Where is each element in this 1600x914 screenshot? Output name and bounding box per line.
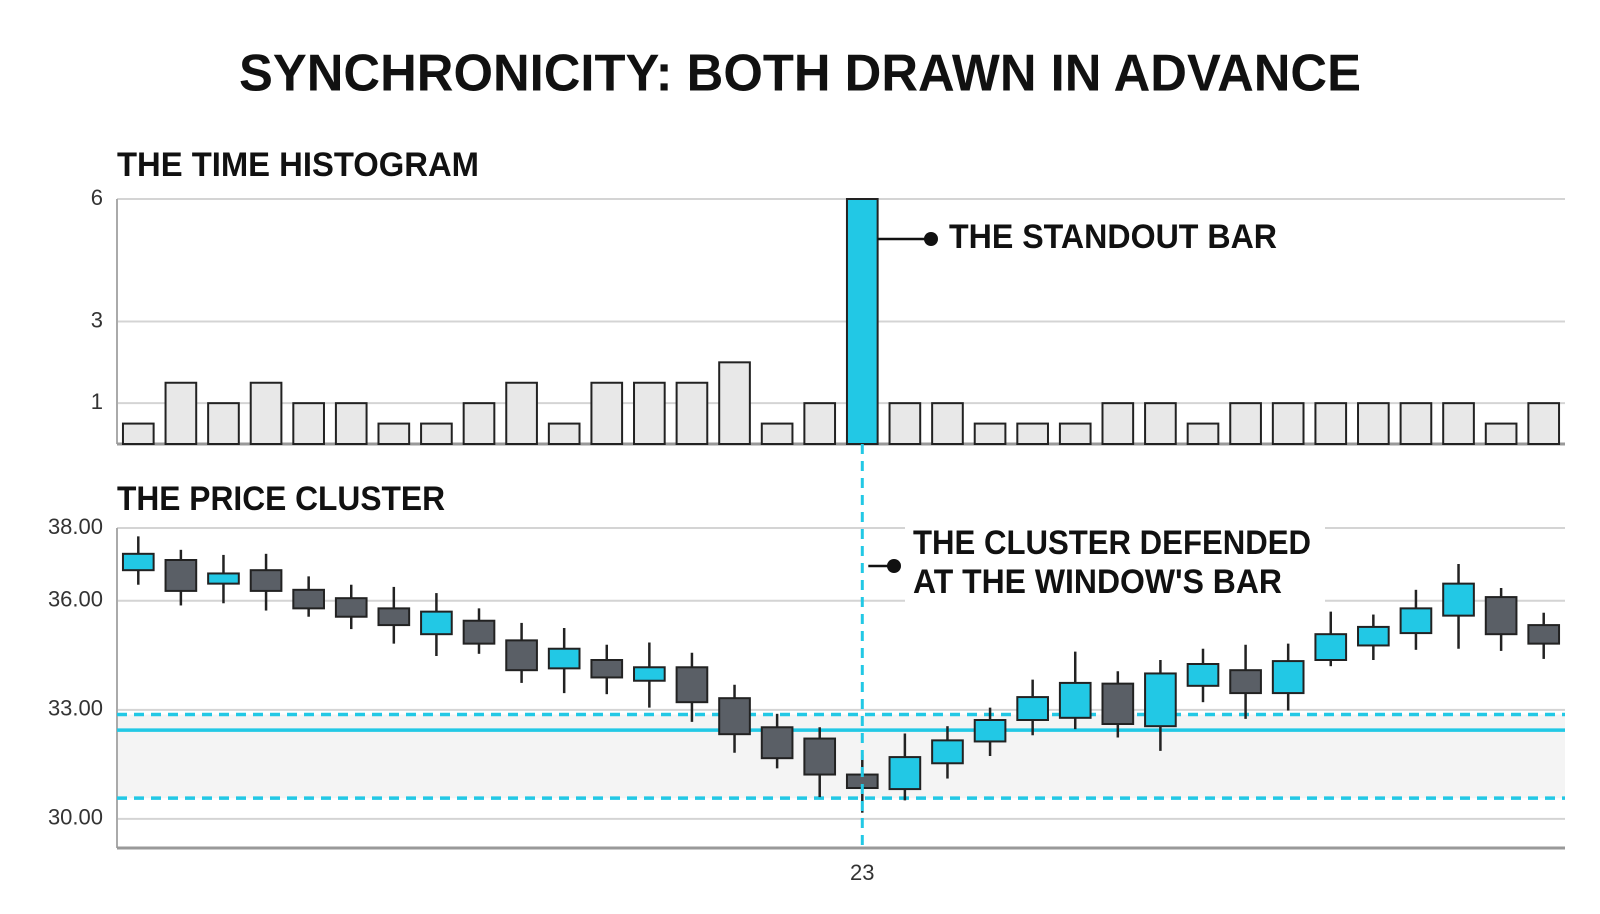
- cluster-band: [117, 714, 1565, 799]
- bar: [803, 402, 837, 445]
- candle-body: [675, 666, 709, 704]
- bar: [888, 402, 922, 445]
- candle-body: [633, 666, 666, 682]
- bar: [377, 422, 411, 446]
- candle-body: [1058, 681, 1092, 719]
- candle-body: [505, 639, 538, 672]
- x-tick-label: 23: [850, 860, 874, 885]
- candle-body: [420, 610, 453, 636]
- annotation-backdrop: [905, 522, 1325, 606]
- bar: [1484, 422, 1518, 446]
- y-tick-label: 33.00: [48, 696, 103, 721]
- bar: [334, 402, 368, 445]
- annotation: THE STANDOUT BAR: [949, 218, 1277, 256]
- bar: [420, 422, 453, 446]
- bar: [462, 402, 496, 445]
- bar: [1442, 402, 1475, 445]
- candle-body: [334, 597, 368, 618]
- bar: [1357, 402, 1390, 445]
- bar: [1144, 402, 1177, 445]
- bar: [1016, 422, 1049, 446]
- annotation: THE CLUSTER DEFENDED: [913, 524, 1311, 562]
- bar: [718, 361, 751, 446]
- bar: [1399, 402, 1433, 445]
- panel-title: THE TIME HISTOGRAM: [117, 146, 479, 184]
- bar: [505, 381, 538, 445]
- y-tick-label: 36.00: [48, 587, 103, 612]
- page-title: SYNCHRONICITY: BOTH DRAWN IN ADVANCE: [239, 45, 1361, 103]
- y-tick-label: 30.00: [48, 805, 103, 830]
- bar: [121, 422, 155, 446]
- candle-body: [462, 619, 496, 645]
- annotation-dot: [887, 559, 901, 573]
- candle-body: [292, 588, 325, 610]
- bar: [633, 381, 666, 445]
- bar: [1058, 422, 1092, 446]
- candle-body: [121, 552, 155, 572]
- candle-body: [164, 559, 198, 592]
- candle-body: [249, 569, 283, 592]
- bar: [760, 422, 794, 446]
- bar: [1101, 402, 1135, 445]
- candle-body: [547, 647, 581, 670]
- candle-body: [1016, 696, 1049, 721]
- candle-body: [1442, 582, 1475, 617]
- annotation-dot: [924, 232, 938, 246]
- panel-title: THE PRICE CLUSTER: [117, 480, 445, 518]
- candle-body: [803, 737, 837, 776]
- candle-body: [1399, 607, 1433, 635]
- candle-body: [207, 572, 240, 585]
- candle-body: [1484, 596, 1518, 636]
- bar: [1314, 402, 1348, 445]
- bar: [845, 198, 879, 445]
- candle-body: [1271, 660, 1305, 695]
- bar: [1229, 402, 1262, 445]
- candle-body: [931, 739, 964, 765]
- candle-body: [1144, 672, 1177, 728]
- candle-body: [1314, 633, 1348, 662]
- bar: [931, 402, 964, 445]
- annotation: AT THE WINDOW'S BAR: [913, 563, 1282, 601]
- candle-body: [1186, 663, 1220, 687]
- bar: [207, 402, 240, 445]
- candle-body: [1229, 669, 1262, 695]
- bar: [973, 422, 1007, 446]
- bar: [547, 422, 581, 446]
- y-tick-label: 6: [91, 185, 103, 210]
- candle-body: [760, 726, 794, 760]
- bar: [249, 381, 283, 445]
- bar: [590, 381, 624, 445]
- candle-body: [1101, 682, 1135, 725]
- bar: [292, 402, 325, 445]
- candle-body: [1527, 624, 1561, 645]
- candle-body: [718, 697, 751, 736]
- bar: [164, 381, 198, 445]
- y-tick-label: 1: [91, 389, 103, 414]
- y-tick-label: 3: [91, 307, 103, 332]
- candle-body: [973, 719, 1007, 743]
- candle-body: [1357, 625, 1390, 647]
- candle-body: [590, 659, 624, 679]
- y-tick-label: 38.00: [48, 514, 103, 539]
- bar: [675, 381, 709, 445]
- candle-body: [888, 756, 922, 791]
- bar: [1186, 422, 1220, 446]
- bar: [1527, 402, 1561, 445]
- candle-body: [377, 607, 411, 627]
- bar: [1271, 402, 1305, 445]
